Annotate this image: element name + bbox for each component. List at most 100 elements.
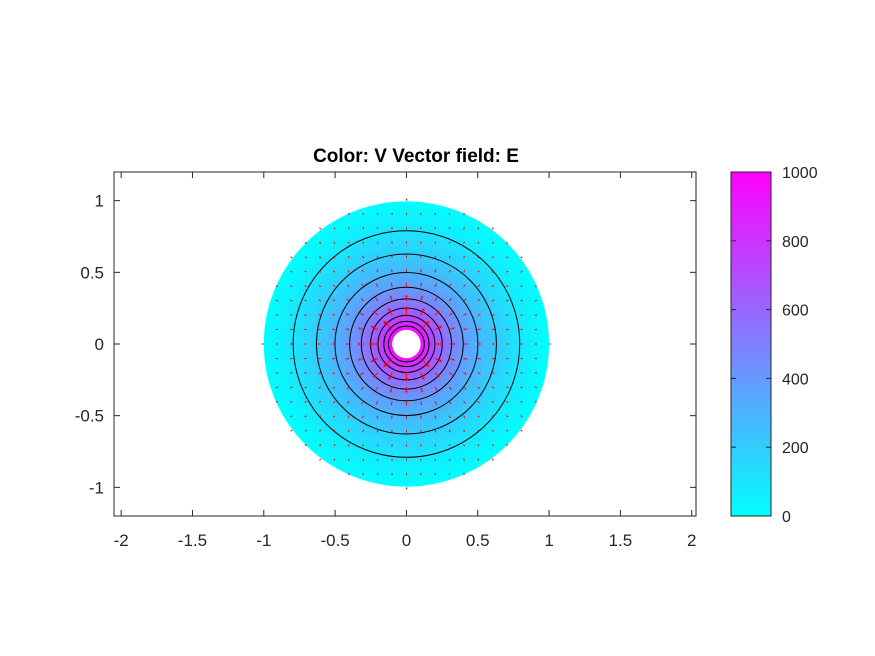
field-arrow bbox=[506, 400, 509, 403]
y-tick-label: -0.5 bbox=[75, 407, 104, 426]
colorbar-gradient bbox=[731, 172, 771, 516]
x-tick-label: -2 bbox=[114, 531, 129, 550]
field-arrow bbox=[534, 400, 538, 403]
field-arrow bbox=[362, 472, 365, 476]
x-tick-label: -0.5 bbox=[320, 531, 349, 550]
field-arrow bbox=[333, 429, 336, 433]
field-arrow bbox=[420, 415, 422, 419]
field-arrow bbox=[319, 458, 322, 461]
field-arrow bbox=[463, 386, 467, 390]
field-arrow bbox=[491, 444, 494, 447]
field-arrow bbox=[331, 357, 336, 360]
field-arrow bbox=[463, 357, 468, 360]
field-arrow bbox=[318, 256, 322, 259]
field-arrow bbox=[491, 400, 495, 403]
field-arrow bbox=[376, 269, 379, 273]
field-arrow bbox=[505, 443, 509, 447]
field-arrow bbox=[361, 283, 365, 287]
field-arrow bbox=[390, 282, 393, 287]
field-arrow bbox=[348, 472, 350, 476]
field-arrow bbox=[332, 284, 336, 288]
field-arrow bbox=[477, 227, 480, 230]
field-arrow bbox=[347, 270, 350, 273]
field-arrow bbox=[318, 314, 321, 316]
field-arrow bbox=[434, 415, 437, 419]
field-arrow bbox=[448, 415, 452, 419]
x-tick-label: 0 bbox=[402, 531, 411, 550]
field-arrow bbox=[391, 415, 393, 419]
field-arrow bbox=[477, 429, 480, 433]
field-arrow bbox=[463, 400, 466, 404]
field-arrow bbox=[275, 285, 279, 288]
field-arrow bbox=[383, 320, 393, 331]
field-arrow bbox=[304, 400, 307, 403]
field-arrow bbox=[405, 294, 408, 301]
x-tick-label: -1 bbox=[256, 531, 271, 550]
field-arrow bbox=[448, 372, 454, 376]
field-arrow bbox=[333, 255, 336, 259]
field-arrow bbox=[347, 284, 350, 288]
field-arrow bbox=[389, 386, 393, 393]
field-arrow bbox=[333, 444, 336, 447]
field-arrow bbox=[434, 310, 440, 316]
contour-line bbox=[315, 253, 497, 435]
field-arrow bbox=[520, 314, 523, 316]
field-arrow bbox=[290, 285, 293, 288]
field-arrow bbox=[505, 256, 509, 259]
contour-line bbox=[349, 286, 464, 402]
y-tick-label: 0.5 bbox=[80, 263, 104, 282]
field-arrow bbox=[290, 314, 293, 316]
field-arrow bbox=[448, 429, 451, 433]
field-arrow bbox=[290, 415, 293, 418]
field-arrow bbox=[304, 415, 307, 418]
field-arrow bbox=[319, 227, 322, 230]
field-arrow bbox=[520, 386, 523, 389]
field-arrow bbox=[347, 444, 350, 447]
field-arrow bbox=[463, 372, 467, 375]
field-arrow bbox=[491, 270, 495, 273]
field-arrow bbox=[420, 386, 423, 393]
field-arrow bbox=[376, 255, 379, 259]
field-arrow bbox=[448, 444, 451, 447]
field-arrow bbox=[290, 386, 293, 389]
y-tick-label: 1 bbox=[95, 192, 104, 211]
field-arrow bbox=[506, 372, 509, 374]
field-arrow bbox=[304, 270, 307, 273]
field-arrow bbox=[463, 328, 468, 331]
field-arrow bbox=[434, 297, 438, 302]
field-arrow bbox=[463, 227, 465, 230]
colorbar-tick-label: 600 bbox=[782, 303, 809, 320]
field-arrow bbox=[332, 386, 336, 389]
field-arrow bbox=[368, 342, 378, 346]
field-arrow bbox=[463, 241, 466, 244]
field-arrow bbox=[448, 401, 452, 405]
field-arrow bbox=[448, 269, 452, 273]
field-arrow bbox=[477, 458, 480, 461]
field-arrow bbox=[434, 342, 445, 346]
field-arrow bbox=[477, 357, 481, 360]
field-arrow bbox=[290, 270, 293, 273]
field-arrow bbox=[434, 401, 438, 405]
field-arrow bbox=[375, 401, 379, 405]
field-arrow bbox=[463, 472, 465, 476]
field-arrow bbox=[362, 227, 365, 230]
field-arrow bbox=[318, 429, 322, 432]
field-arrow bbox=[304, 299, 307, 302]
field-arrow bbox=[491, 429, 494, 432]
field-arrow bbox=[359, 312, 364, 316]
field-arrow bbox=[357, 327, 364, 331]
field-arrow bbox=[370, 357, 379, 363]
field-arrow bbox=[304, 443, 307, 447]
field-arrow bbox=[318, 400, 322, 403]
field-arrow bbox=[420, 269, 422, 273]
field-arrow bbox=[491, 241, 494, 244]
field-arrow bbox=[373, 310, 379, 316]
field-arrow bbox=[520, 372, 523, 374]
colorbar-tick-label: 400 bbox=[782, 371, 809, 388]
field-arrow bbox=[534, 299, 538, 302]
field-arrow bbox=[370, 325, 379, 331]
colorbar-ticks: 0 200 400 600 800 1000 bbox=[731, 165, 818, 526]
field-arrow bbox=[346, 386, 350, 390]
field-arrow bbox=[375, 386, 379, 391]
field-arrow bbox=[319, 241, 322, 244]
